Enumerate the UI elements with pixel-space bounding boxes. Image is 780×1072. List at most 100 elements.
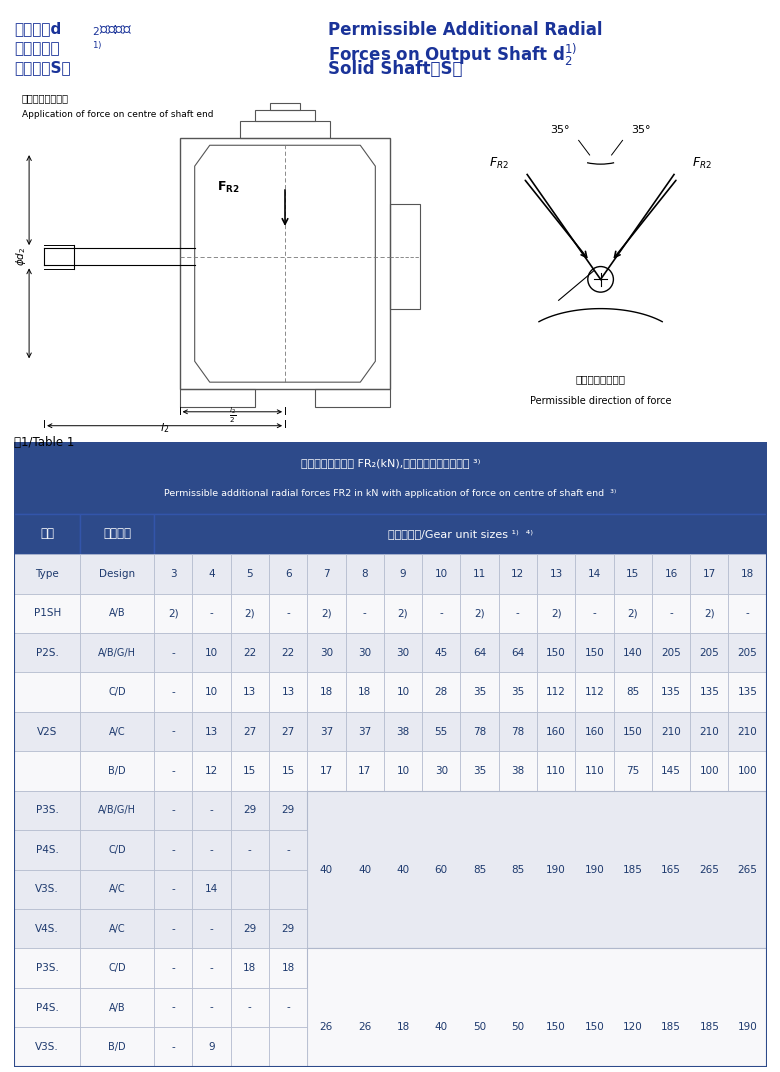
- Bar: [269, 1067, 307, 1072]
- Text: 37: 37: [358, 727, 371, 736]
- Text: 210: 210: [661, 727, 681, 736]
- Text: 50: 50: [473, 1023, 486, 1032]
- Bar: [14, 909, 80, 949]
- Bar: [269, 791, 307, 830]
- Bar: [422, 594, 460, 632]
- Bar: [652, 594, 690, 632]
- Bar: [80, 554, 154, 594]
- Bar: [193, 987, 231, 1027]
- Bar: [193, 672, 231, 712]
- Bar: [729, 594, 767, 632]
- Text: 35: 35: [473, 687, 486, 697]
- Bar: [14, 830, 80, 869]
- Text: V3S.: V3S.: [35, 884, 59, 894]
- Text: 29: 29: [282, 924, 295, 934]
- Bar: [576, 672, 614, 712]
- Bar: [498, 672, 537, 712]
- Bar: [652, 554, 690, 594]
- Bar: [576, 712, 614, 751]
- Bar: [614, 712, 652, 751]
- Bar: [231, 1027, 269, 1067]
- Bar: [269, 1027, 307, 1067]
- Bar: [154, 594, 193, 632]
- Bar: [422, 554, 460, 594]
- Text: 120: 120: [623, 1023, 643, 1032]
- Bar: [690, 554, 729, 594]
- Text: B/D: B/D: [108, 1042, 126, 1052]
- Text: -: -: [210, 608, 214, 619]
- Text: 17: 17: [358, 766, 371, 776]
- Bar: [537, 594, 576, 632]
- Bar: [269, 987, 307, 1027]
- Text: 64: 64: [511, 647, 524, 658]
- Text: 10: 10: [396, 687, 410, 697]
- Bar: [193, 869, 231, 909]
- Bar: [80, 1027, 154, 1067]
- Text: 38: 38: [396, 727, 410, 736]
- Text: 40: 40: [320, 864, 333, 875]
- Text: 17: 17: [320, 766, 333, 776]
- Bar: [193, 1027, 231, 1067]
- Bar: [690, 712, 729, 751]
- Text: -: -: [172, 963, 175, 973]
- Text: 12: 12: [205, 766, 218, 776]
- Text: Solid Shaft（S）: Solid Shaft（S）: [328, 60, 462, 78]
- Text: 2): 2): [398, 608, 408, 619]
- Bar: [269, 949, 307, 987]
- Text: -: -: [363, 608, 367, 619]
- Text: Permissible additional radial forces FR2 in kN with application of force on cent: Permissible additional radial forces FR2…: [165, 489, 616, 497]
- Text: -: -: [286, 845, 290, 854]
- Text: 5: 5: [246, 569, 253, 579]
- Text: 27: 27: [282, 727, 295, 736]
- Bar: [154, 830, 193, 869]
- Text: Permissible Additional Radial: Permissible Additional Radial: [328, 21, 602, 40]
- Text: 15: 15: [243, 766, 257, 776]
- Text: $F_{R2}$: $F_{R2}$: [693, 157, 712, 172]
- Bar: [231, 594, 269, 632]
- Bar: [537, 554, 576, 594]
- Bar: [346, 594, 384, 632]
- Text: 13: 13: [243, 687, 257, 697]
- Bar: [154, 869, 193, 909]
- Bar: [80, 987, 154, 1027]
- Text: A/B: A/B: [109, 608, 126, 619]
- Text: 12: 12: [511, 569, 524, 579]
- Bar: [193, 1067, 231, 1072]
- Bar: [384, 594, 422, 632]
- Text: 112: 112: [584, 687, 604, 697]
- Text: -: -: [210, 845, 214, 854]
- Bar: [14, 632, 80, 672]
- Bar: [269, 751, 307, 791]
- Bar: [652, 712, 690, 751]
- Bar: [231, 949, 269, 987]
- Bar: [193, 751, 231, 791]
- Text: 190: 190: [738, 1023, 757, 1032]
- Text: 35: 35: [511, 687, 524, 697]
- Bar: [154, 554, 193, 594]
- Text: 类型: 类型: [40, 527, 54, 540]
- Bar: [690, 751, 729, 791]
- Bar: [14, 712, 80, 751]
- Bar: [346, 712, 384, 751]
- Bar: [193, 554, 231, 594]
- Text: 2): 2): [474, 608, 485, 619]
- Text: 150: 150: [584, 647, 604, 658]
- Bar: [193, 909, 231, 949]
- Text: 布置形式: 布置形式: [103, 527, 131, 540]
- Bar: [460, 632, 498, 672]
- Text: 2): 2): [551, 608, 562, 619]
- Text: 78: 78: [511, 727, 524, 736]
- Bar: [231, 712, 269, 751]
- Bar: [307, 751, 346, 791]
- Bar: [80, 949, 154, 987]
- Bar: [154, 909, 193, 949]
- Bar: [231, 1067, 269, 1072]
- Text: 150: 150: [623, 727, 643, 736]
- Text: 2): 2): [627, 608, 638, 619]
- Bar: [729, 751, 767, 791]
- Text: 11: 11: [473, 569, 486, 579]
- Bar: [269, 869, 307, 909]
- Bar: [179, 138, 391, 389]
- Text: -: -: [248, 845, 252, 854]
- Bar: [14, 1067, 80, 1072]
